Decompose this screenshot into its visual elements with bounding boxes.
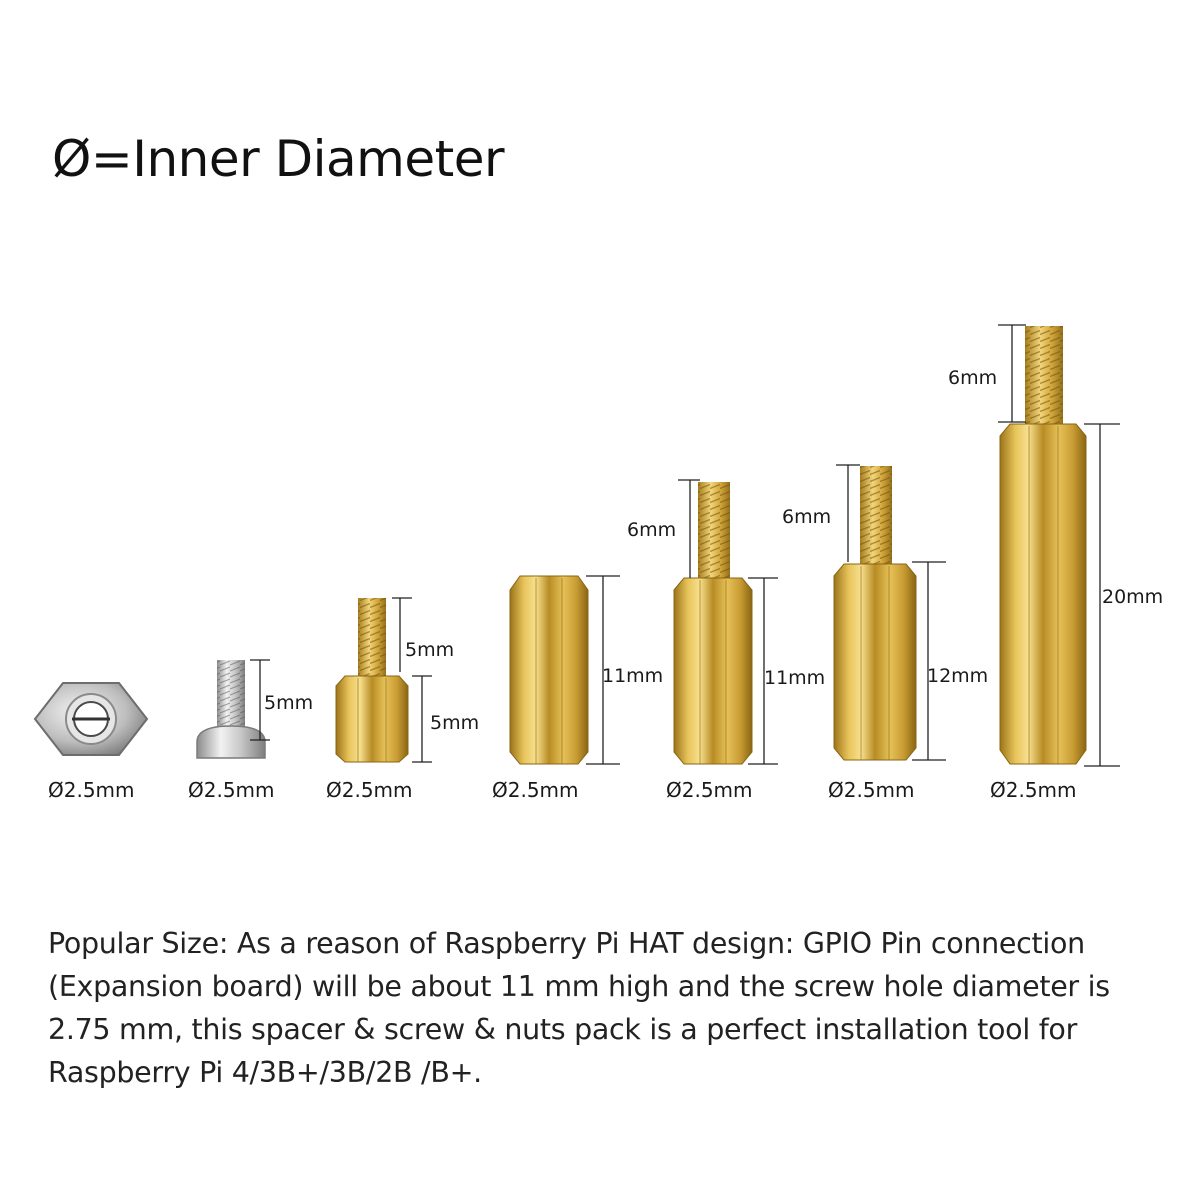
- spacer-dimension: [586, 575, 620, 765]
- short-standoff-body-label: 5mm: [430, 712, 479, 734]
- screw-dimension: [250, 659, 270, 741]
- standoff-11mm-thread-label: 6mm: [627, 519, 676, 541]
- standoff-20mm-body-label: 20mm: [1102, 586, 1163, 608]
- standoff-12mm-thread-label: 6mm: [782, 506, 831, 528]
- standoff-20mm-diameter-label: Ø2.5mm: [990, 778, 1077, 802]
- short-standoff-thread-label: 5mm: [405, 639, 454, 661]
- brass-standoff-12mm-icon: [833, 466, 917, 761]
- page-title: Ø=Inner Diameter: [52, 130, 505, 188]
- spacer-diameter-label: Ø2.5mm: [492, 778, 579, 802]
- standoff-20mm-dimensions: [998, 324, 1120, 767]
- standoff-12mm-dimensions: [836, 464, 946, 761]
- standoff-11mm-diameter-label: Ø2.5mm: [666, 778, 753, 802]
- brass-spacer-icon: [509, 575, 589, 765]
- hex-nut-icon: [33, 682, 149, 756]
- nut-diameter-label: Ø2.5mm: [48, 778, 135, 802]
- machine-screw-icon: [196, 660, 266, 759]
- standoff-11mm-body-label: 11mm: [764, 667, 825, 689]
- standoff-20mm-thread-label: 6mm: [948, 367, 997, 389]
- short-standoff-dimensions: [392, 597, 432, 763]
- description-text: Popular Size: As a reason of Raspberry P…: [48, 927, 1110, 1089]
- spacer-length-label: 11mm: [602, 665, 663, 687]
- screw-length-label: 5mm: [264, 692, 313, 714]
- brass-standoff-20mm-icon: [999, 326, 1087, 765]
- standoff-12mm-diameter-label: Ø2.5mm: [828, 778, 915, 802]
- short-standoff-diameter-label: Ø2.5mm: [326, 778, 413, 802]
- standoff-11mm-dimensions: [678, 479, 778, 765]
- brass-standoff-short-icon: [335, 598, 409, 763]
- brass-standoff-11mm-icon: [673, 482, 753, 765]
- standoff-12mm-body-label: 12mm: [927, 665, 988, 687]
- screw-diameter-label: Ø2.5mm: [188, 778, 275, 802]
